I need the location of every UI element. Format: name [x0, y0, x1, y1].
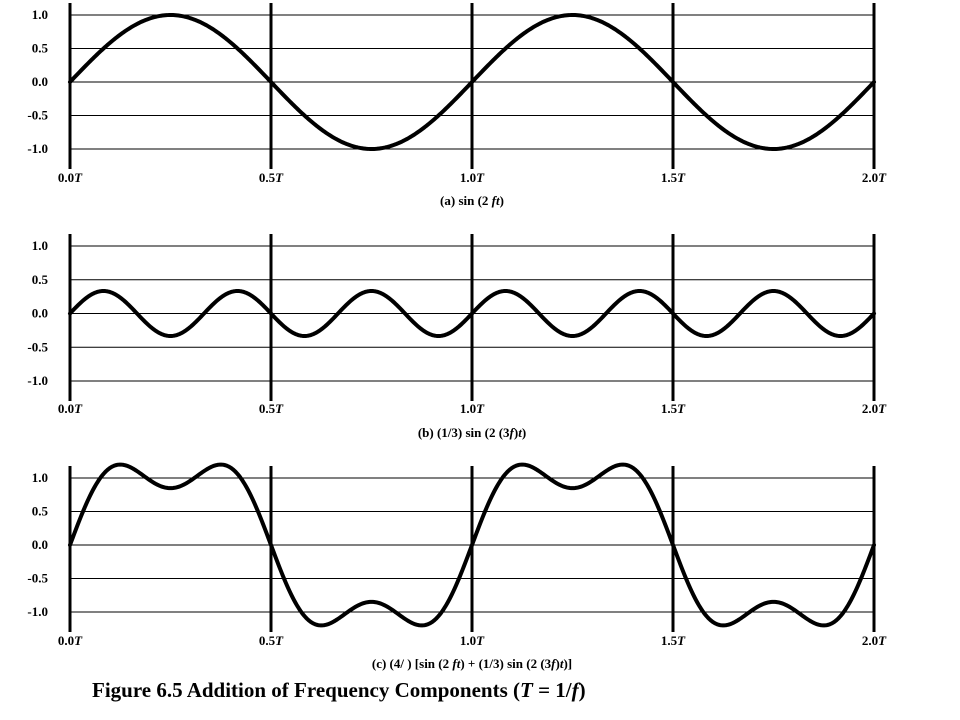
x-tick-number: 0.5	[259, 401, 276, 416]
x-tick-number: 2.0	[862, 633, 878, 648]
x-tick-number: 1.0	[460, 170, 476, 185]
y-tick-label: -1.0	[27, 604, 48, 619]
x-tick-unit: T	[878, 401, 887, 416]
chart-panel-a: 1.00.50.0-0.5-1.00.0T 0.5T 1.0T 1.5T 2.0T(a)…	[27, 3, 887, 208]
x-tick-label: 1.5T	[661, 633, 686, 648]
x-tick-label: 2.0T	[862, 401, 887, 416]
caption-part: (c) (4/ ) [sin (2	[372, 656, 453, 671]
panel-caption: (a) sin (2 ft)	[440, 193, 504, 208]
caption-part: (a) sin (2	[440, 193, 492, 208]
figure-title-part: T	[520, 678, 534, 702]
y-tick-label: -1.0	[27, 373, 48, 388]
caption-part: ) + (1/3) sin (2 (3	[460, 656, 551, 671]
figure-title: Figure 6.5 Addition of Frequency Compone…	[92, 678, 586, 702]
caption-part: ft	[452, 656, 460, 671]
x-tick-unit: T	[74, 170, 83, 185]
x-tick-number: 0.5	[259, 170, 276, 185]
x-tick-label: 0.5T	[259, 401, 284, 416]
y-tick-label: 0.5	[32, 504, 49, 519]
x-tick-number: 1.5	[661, 170, 678, 185]
x-tick-unit: T	[275, 633, 284, 648]
x-tick-unit: T	[476, 170, 485, 185]
caption-part: )	[522, 425, 526, 440]
x-tick-label: 2.0T	[862, 170, 887, 185]
x-tick-number: 1.5	[661, 633, 678, 648]
y-tick-label: 1.0	[32, 238, 48, 253]
x-tick-unit: T	[476, 633, 485, 648]
y-tick-label: 1.0	[32, 470, 48, 485]
x-tick-label: 0.0T	[58, 633, 83, 648]
y-tick-label: -0.5	[27, 339, 48, 354]
y-tick-label: -0.5	[27, 108, 48, 123]
x-tick-number: 0.0	[58, 170, 74, 185]
series-line	[68, 289, 876, 338]
caption-part: )	[500, 193, 504, 208]
x-tick-label: 0.5T	[259, 633, 284, 648]
x-tick-label: 1.0T	[460, 633, 485, 648]
x-tick-number: 0.0	[58, 401, 74, 416]
x-tick-number: 1.0	[460, 633, 476, 648]
x-tick-label: 0.0T	[58, 170, 83, 185]
x-tick-label: 2.0T	[862, 633, 887, 648]
x-tick-number: 0.0	[58, 633, 74, 648]
x-tick-unit: T	[74, 633, 83, 648]
caption-part: f	[551, 656, 557, 671]
x-tick-label: 1.0T	[460, 170, 485, 185]
y-tick-label: -0.5	[27, 571, 48, 586]
caption-part: )]	[563, 656, 572, 671]
x-tick-number: 1.0	[460, 401, 476, 416]
caption-part: f	[510, 425, 516, 440]
y-tick-label: 1.0	[32, 7, 48, 22]
x-tick-unit: T	[677, 170, 686, 185]
caption-part: )	[514, 425, 518, 440]
figure-title-part: Figure 6.5 Addition of Frequency Compone…	[92, 678, 520, 702]
series-line	[68, 462, 876, 628]
x-tick-number: 0.5	[259, 633, 276, 648]
figure-title-part: = 1/	[533, 678, 573, 702]
y-tick-label: -1.0	[27, 141, 48, 156]
x-tick-unit: T	[878, 170, 887, 185]
x-tick-unit: T	[476, 401, 485, 416]
panel-caption: (c) (4/ ) [sin (2 ft) + (1/3) sin (2 (3f…	[372, 656, 572, 671]
x-tick-number: 2.0	[862, 170, 878, 185]
x-tick-unit: T	[275, 401, 284, 416]
chart-panel-c: 1.00.50.0-0.5-1.00.0T 0.5T 1.0T 1.5T 2.0T(c)…	[27, 462, 887, 671]
y-tick-label: 0.5	[32, 272, 49, 287]
x-tick-unit: T	[878, 633, 887, 648]
x-tick-unit: T	[677, 401, 686, 416]
figure-title-part: f	[572, 678, 581, 702]
y-tick-label: 0.0	[32, 306, 48, 321]
x-tick-unit: T	[677, 633, 686, 648]
series-line	[68, 13, 876, 151]
x-tick-number: 1.5	[661, 401, 678, 416]
x-tick-label: 1.5T	[661, 401, 686, 416]
x-tick-label: 0.5T	[259, 170, 284, 185]
y-tick-label: 0.5	[32, 41, 49, 56]
caption-part: )	[556, 656, 560, 671]
panel-caption: (b) (1/3) sin (2 (3f)t)	[418, 425, 526, 440]
x-tick-unit: T	[275, 170, 284, 185]
caption-part: ft	[492, 193, 500, 208]
figure-title-part: )	[579, 678, 586, 702]
x-tick-label: 1.0T	[460, 401, 485, 416]
x-tick-label: 0.0T	[58, 401, 83, 416]
x-tick-number: 2.0	[862, 401, 878, 416]
x-tick-label: 1.5T	[661, 170, 686, 185]
caption-part: (b) (1/3) sin (2 (3	[418, 425, 510, 440]
y-tick-label: 0.0	[32, 537, 48, 552]
caption-part: t	[560, 656, 564, 671]
x-tick-unit: T	[74, 401, 83, 416]
caption-part: t	[518, 425, 522, 440]
y-tick-label: 0.0	[32, 74, 48, 89]
chart-panel-b: 1.00.50.0-0.5-1.00.0T 0.5T 1.0T 1.5T 2.0T(b)…	[27, 234, 887, 440]
